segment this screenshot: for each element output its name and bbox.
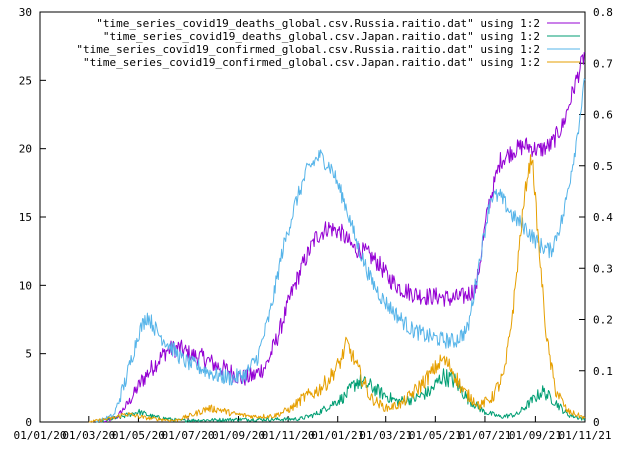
y-tick-label: 25 xyxy=(19,74,32,87)
legend-label: "time_series_covid19_deaths_global.csv.R… xyxy=(96,17,540,30)
x-tick-label: 01/05/21 xyxy=(409,429,462,442)
x-tick-label: 01/01/21 xyxy=(311,429,364,442)
x-tick-label: 01/01/20 xyxy=(14,429,67,442)
legend-label: "time_series_covid19_deaths_global.csv.J… xyxy=(103,30,540,43)
y-tick-label: 15 xyxy=(19,211,32,224)
legend: "time_series_covid19_deaths_global.csv.R… xyxy=(76,17,580,69)
y-tick-label: 30 xyxy=(19,6,32,19)
x-tick-label: 01/07/20 xyxy=(162,429,215,442)
y2-tick-label: 0 xyxy=(593,416,600,429)
y2-tick-label: 0.6 xyxy=(593,109,613,122)
y2-tick-label: 0.3 xyxy=(593,262,613,275)
x-tick-label: 01/03/20 xyxy=(62,429,115,442)
y-tick-label: 0 xyxy=(25,416,32,429)
y2-tick-label: 0.7 xyxy=(593,57,613,70)
series-line-2 xyxy=(95,78,586,423)
y-tick-label: 10 xyxy=(19,279,32,292)
right-y-axis: 0 0.1 0.2 0.3 0.4 0.5 0.6 0.7 0.8 xyxy=(579,6,613,429)
series-line-3 xyxy=(88,154,586,423)
y2-tick-label: 0.8 xyxy=(593,6,613,19)
x-tick-label: 01/09/20 xyxy=(212,429,265,442)
y-tick-label: 5 xyxy=(25,348,32,361)
series-lines xyxy=(88,52,586,423)
x-tick-label: 01/03/21 xyxy=(359,429,412,442)
x-tick-label: 01/11/21 xyxy=(559,429,612,442)
x-tick-label: 01/05/20 xyxy=(112,429,165,442)
x-tick-label: 01/07/21 xyxy=(458,429,511,442)
x-tick-label: 01/09/21 xyxy=(509,429,562,442)
y-tick-label: 20 xyxy=(19,143,32,156)
x-axis: 01/01/2001/03/2001/05/2001/07/2001/09/20… xyxy=(14,416,612,442)
y2-tick-label: 0.1 xyxy=(593,365,613,378)
left-y-axis: 0 5 10 15 20 25 30 xyxy=(19,6,46,429)
legend-label: "time_series_covid19_confirmed_global.cs… xyxy=(76,43,540,56)
y2-tick-label: 0.5 xyxy=(593,160,613,173)
series-line-0 xyxy=(103,52,586,423)
legend-label: "time_series_covid19_confirmed_global.cs… xyxy=(83,56,540,69)
y2-tick-label: 0.2 xyxy=(593,314,613,327)
plot-frame xyxy=(39,11,586,423)
x-tick-label: 01/11/20 xyxy=(262,429,315,442)
series-line-1 xyxy=(96,368,586,423)
y2-tick-label: 0.4 xyxy=(593,211,613,224)
